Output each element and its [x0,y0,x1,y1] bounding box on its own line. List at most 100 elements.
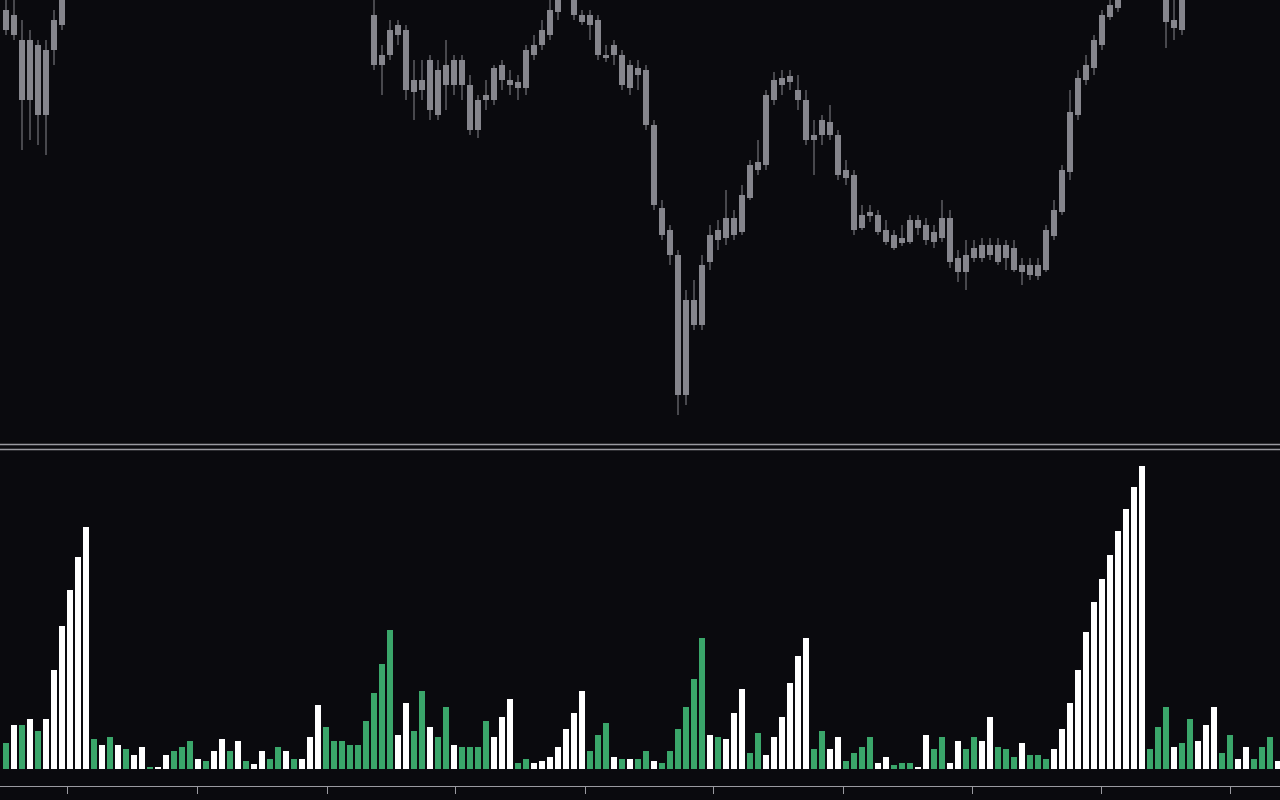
candle-body [403,30,409,90]
volume-bar [1043,759,1049,769]
candle-body [419,80,425,90]
volume-bar [363,721,369,769]
volume-bar [211,751,217,769]
volume-bar [339,741,345,769]
volume-bar [875,763,881,769]
volume-bar [99,745,105,769]
volume-bar [91,739,97,769]
volume-bar [331,741,337,769]
volume-bar [1003,749,1009,769]
candle-body [459,60,465,85]
candle-body [603,55,609,58]
volume-bar [771,737,777,769]
volume-bar [1219,753,1225,769]
volume-bar [691,679,697,769]
candle-body [1163,0,1169,22]
volume-bar [195,759,201,769]
volume-bar [1099,579,1105,769]
candle-body [523,50,529,88]
price-panel [3,0,1185,415]
candle-body [27,40,33,100]
volume-bar [395,735,401,769]
volume-bar [235,741,241,769]
candle-body [979,245,985,258]
candle-body [875,215,881,232]
volume-bar [171,751,177,769]
candle-body [811,135,817,140]
candle-body [547,10,553,35]
candle-body [43,50,49,115]
candle-body [427,60,433,110]
volume-bar [147,767,153,769]
volume-bar [419,691,425,769]
volume-bar [987,717,993,769]
candle-body [787,76,793,82]
candle-body [699,265,705,325]
candle-body [955,258,961,272]
candle-body [619,55,625,85]
candle-body [1003,245,1009,258]
volume-bar [1179,743,1185,769]
volume-bar [187,741,193,769]
volume-bar [971,737,977,769]
volume-bar [1251,759,1257,769]
volume-bar [731,713,737,769]
volume-bar [1259,747,1265,769]
candle-body [819,120,825,135]
candle-body [587,15,593,25]
candle-body [1107,5,1113,17]
volume-bar [1131,487,1137,769]
volume-bar [963,749,969,769]
volume-bar [219,739,225,769]
volume-bar [315,705,321,769]
candle-body [859,215,865,228]
candle-body [995,245,1001,262]
volume-bar [787,683,793,769]
candle-body [1035,265,1041,276]
candle-body [971,248,977,258]
candle-body [883,230,889,242]
volume-bar [1067,703,1073,769]
volume-bar [387,630,393,769]
candle-body [1019,265,1025,272]
candle-body [899,238,905,243]
candle-body [1067,112,1073,172]
candle-body [435,70,441,115]
volume-bar [1115,531,1121,769]
candle-body [835,135,841,175]
volume-bar [907,763,913,769]
volume-bar [1203,725,1209,769]
candle-body [539,30,545,45]
candle-body [683,300,689,395]
volume-bar [1235,759,1241,769]
candle-body [739,195,745,232]
volume-bar [227,751,233,769]
volume-bar [19,725,25,769]
volume-bar [923,735,929,769]
candle-body [443,65,449,85]
candle-body [659,208,665,235]
volume-bar [43,719,49,769]
volume-bar [611,757,617,769]
volume-bar [851,753,857,769]
volume-bar [1011,757,1017,769]
volume-bar [931,749,937,769]
volume-bar [699,638,705,769]
volume-bar [795,656,801,769]
candle-body [795,90,801,100]
volume-bar [915,767,921,769]
candle-body [475,100,481,130]
volume-bar [499,717,505,769]
volume-bar [1243,747,1249,769]
volume-bar [459,747,465,769]
volume-bar [139,747,145,769]
candle-body [1051,210,1057,236]
candle-body [771,80,777,100]
volume-bar [1155,727,1161,769]
volume-bar [267,759,273,769]
volume-bar [563,729,569,769]
volume-bar [1171,747,1177,769]
volume-bar [571,713,577,769]
